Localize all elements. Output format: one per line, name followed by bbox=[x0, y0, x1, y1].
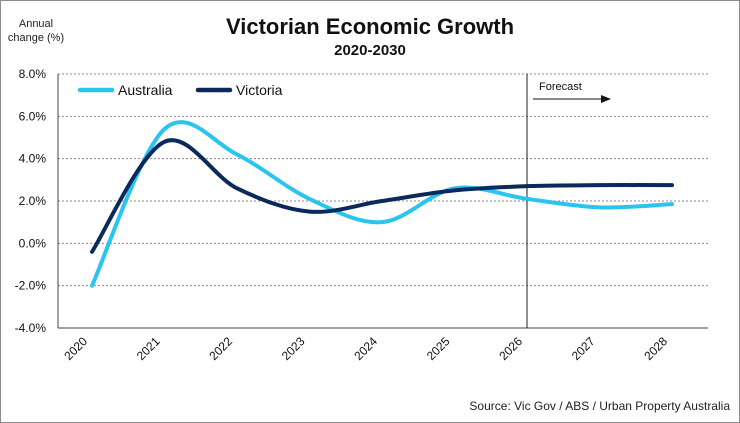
chart-subtitle: 2020-2030 bbox=[334, 42, 406, 59]
y-tick-label: 2.0% bbox=[19, 194, 47, 208]
x-tick-label: 2023 bbox=[279, 334, 308, 363]
x-tick-label: 2024 bbox=[351, 334, 380, 363]
y-axis-label-line2: change (%) bbox=[7, 32, 65, 44]
x-tick-label: 2022 bbox=[206, 334, 235, 363]
series-line-australia bbox=[90, 120, 674, 288]
x-tick-label: 2020 bbox=[61, 334, 90, 363]
chart-title: Victorian Economic Growth bbox=[225, 14, 515, 39]
x-tick-label: 2025 bbox=[424, 334, 453, 363]
y-axis-label-line1: Annual bbox=[18, 18, 54, 30]
y-tick-label: -4.0% bbox=[15, 321, 47, 335]
x-tick-label: 2027 bbox=[569, 334, 598, 363]
source-note: Source: Vic Gov / ABS / Urban Property A… bbox=[469, 399, 730, 413]
x-tick-label: 2028 bbox=[641, 334, 670, 363]
y-tick-label: -2.0% bbox=[15, 279, 47, 293]
y-tick-label: 8.0% bbox=[19, 67, 47, 81]
y-tick-label: 0.0% bbox=[19, 236, 47, 250]
x-tick-label: 2021 bbox=[134, 334, 163, 363]
legend-label-australia: Australia bbox=[118, 82, 173, 98]
x-tick-label: 2026 bbox=[496, 334, 525, 363]
forecast-arrowhead bbox=[601, 95, 611, 103]
y-tick-label: 4.0% bbox=[19, 152, 47, 166]
forecast-label: Forecast bbox=[539, 81, 582, 93]
y-axis-label: Annual change (%) bbox=[6, 17, 66, 45]
series-line-victoria bbox=[90, 138, 674, 254]
y-tick-label: 6.0% bbox=[19, 109, 47, 123]
legend-label-victoria: Victoria bbox=[236, 82, 283, 98]
